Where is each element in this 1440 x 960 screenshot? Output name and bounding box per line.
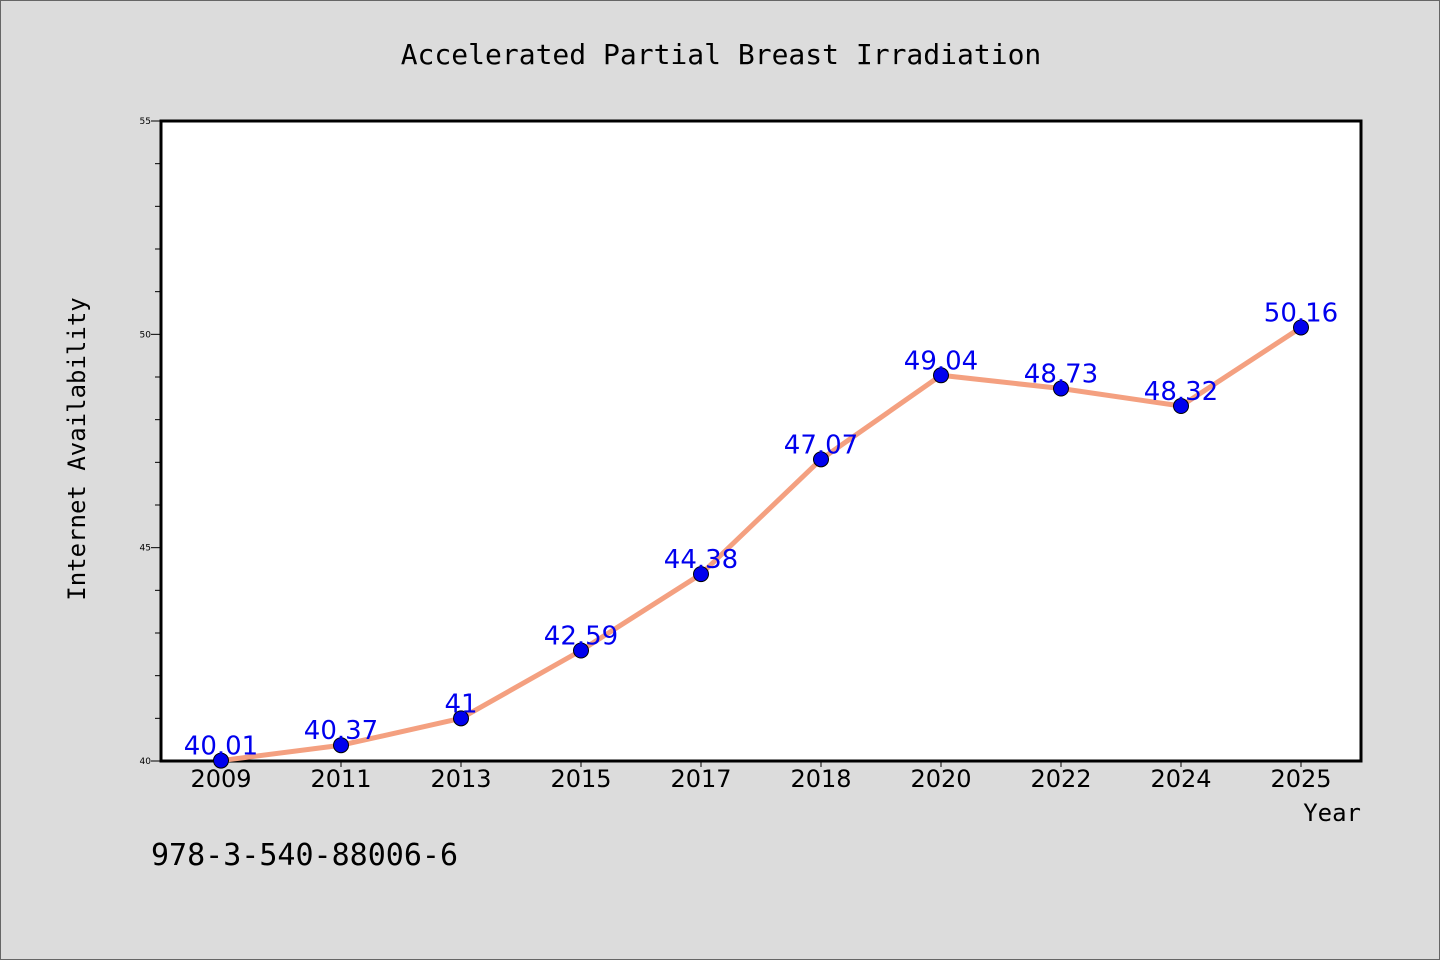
data-point: [1173, 398, 1189, 415]
data-label: 40.37: [304, 716, 378, 746]
data-label: 40.01: [184, 732, 258, 762]
data-point: [573, 642, 589, 659]
data-label: 44.38: [664, 545, 738, 575]
y-tick-label: 50: [140, 330, 152, 340]
y-axis-label: Internet Availability: [63, 297, 91, 600]
data-label: 48.32: [1144, 377, 1218, 407]
data-label: 42.59: [544, 621, 618, 651]
plot-area: [159, 119, 1363, 763]
data-point: [1293, 319, 1309, 336]
data-point: [213, 752, 229, 769]
x-axis-label: Year: [1303, 799, 1361, 827]
data-label: 49.04: [904, 346, 978, 376]
data-point: [453, 710, 469, 727]
y-tick-label: 45: [140, 544, 151, 554]
data-label: 50.16: [1264, 299, 1338, 329]
data-point: [933, 367, 949, 384]
data-point: [333, 737, 349, 754]
x-tick-label: 2025: [1270, 765, 1331, 793]
data-label: 41: [444, 689, 477, 719]
x-tick-label: 2011: [310, 765, 371, 793]
y-axis-ticks: 40 45 50 55: [140, 117, 161, 767]
data-point: [693, 566, 709, 583]
series-line: [218, 325, 1304, 764]
x-tick-label: 2009: [190, 765, 251, 793]
y-tick-label: 55: [140, 117, 151, 127]
x-tick-label: 2020: [910, 765, 971, 793]
y-tick-label: 40: [140, 757, 152, 767]
data-label: 47.07: [784, 430, 858, 460]
data-point: [813, 451, 829, 468]
x-tick-label: 2015: [550, 765, 611, 793]
isbn-annotation: 978-3-540-88006-6: [151, 838, 458, 873]
chart-title: Accelerated Partial Breast Irradiation: [401, 38, 1042, 71]
data-point: [1053, 380, 1069, 397]
data-label: 48.73: [1024, 360, 1098, 390]
x-tick-label: 2022: [1030, 765, 1091, 793]
x-axis-ticks: 2009 2011 2013 2015 2017 2018 2020 2022 2024 2025: [190, 761, 1332, 793]
x-tick-label: 2024: [1150, 765, 1211, 793]
x-tick-label: 2013: [430, 765, 491, 793]
x-tick-label: 2017: [670, 765, 731, 793]
x-tick-label: 2018: [790, 765, 851, 793]
series-layer: 40.01 40.37 41 42.59 44.38 47.07 49.04 48.73 48.…: [184, 299, 1338, 769]
